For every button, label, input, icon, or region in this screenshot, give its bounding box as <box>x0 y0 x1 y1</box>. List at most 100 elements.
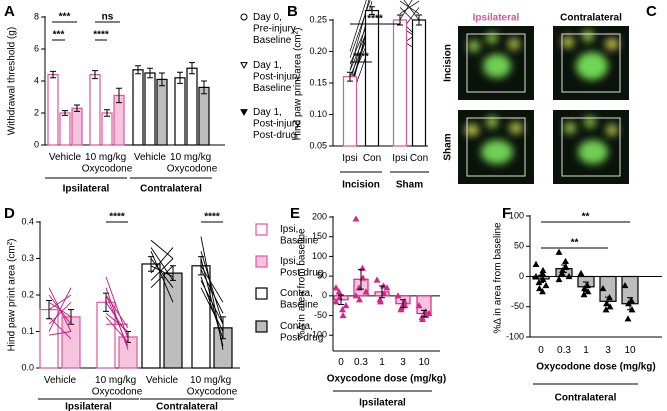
y-axis-label: Hind paw print area (cm²) <box>7 239 18 352</box>
x-tick-label: Ipsi <box>342 153 358 164</box>
error-bar <box>201 80 207 95</box>
group-label: Contralateral <box>555 393 617 404</box>
data-point <box>555 248 563 255</box>
paired-line <box>150 265 174 289</box>
data-point <box>380 290 388 297</box>
column-label: Ipsilateral <box>473 13 520 24</box>
y-tick-label: 0.3 <box>21 253 34 263</box>
data-point <box>558 269 566 277</box>
data-point <box>555 275 563 283</box>
error-bar <box>74 104 80 112</box>
legend-label: Contra, Baseline <box>280 288 319 311</box>
significance-label: ** <box>571 238 579 249</box>
y-tick-label: 4 <box>34 75 39 85</box>
y-tick-label: 0 <box>34 139 39 149</box>
error-bar <box>397 14 403 26</box>
data-point <box>377 298 384 305</box>
group-label: Ipsilateral <box>63 184 110 195</box>
data-point <box>539 275 547 283</box>
paired-line <box>150 247 174 274</box>
significance-label: **** <box>204 212 220 223</box>
legend-label: Ipsi, Post-drug <box>280 256 323 279</box>
paired-line <box>150 258 174 281</box>
data-point <box>602 306 610 313</box>
data-point <box>532 260 540 267</box>
error-bar <box>62 110 68 116</box>
error-bar <box>421 309 427 318</box>
error-bar <box>338 294 344 305</box>
x-tick-label: Ipsi <box>392 153 408 164</box>
data-point <box>606 303 614 310</box>
y-tick-label: 100 <box>312 251 327 261</box>
error-bar <box>147 67 153 79</box>
y-tick-label: -100 <box>506 331 524 341</box>
x-tick-label: Vehicle <box>146 375 179 386</box>
data-point <box>339 305 346 313</box>
paw-image <box>458 110 534 184</box>
panel-letter: B <box>287 3 298 20</box>
error-bar <box>561 264 567 273</box>
significance-label: ns <box>102 12 114 23</box>
legend-marker <box>255 287 268 300</box>
error-bar <box>416 14 422 26</box>
paired-line <box>150 258 174 288</box>
x-tick-label: 3 <box>605 345 611 356</box>
data-point <box>536 284 543 292</box>
x-tick-label: 1 <box>583 345 589 356</box>
data-point <box>362 288 370 295</box>
y-tick-label: -50 <box>314 310 327 320</box>
error-bar <box>369 6 375 15</box>
group-label: Ipsilateral <box>359 398 406 409</box>
x-tick-label: 0 <box>338 357 344 368</box>
y-tick-label: 2 <box>34 107 39 117</box>
error-bar <box>538 274 544 284</box>
group-label: Contralateral <box>156 402 218 411</box>
y-tick-label: 0.05 <box>309 140 327 150</box>
paw-image <box>553 110 629 184</box>
bar <box>156 78 168 146</box>
data-point <box>339 311 347 319</box>
data-point <box>562 257 569 264</box>
data-point <box>624 315 632 322</box>
paired-line <box>105 302 129 336</box>
bar <box>89 73 101 146</box>
legend-marker <box>240 109 248 117</box>
y-tick-label: 50 <box>514 241 524 251</box>
data-point <box>332 298 340 305</box>
paired-line <box>403 0 420 21</box>
x-tick-label: 10 <box>624 345 636 356</box>
group-label: Incision <box>342 180 380 191</box>
x-tick-label: 10 mg/kg Oxycodone <box>92 375 143 398</box>
error-bar <box>379 285 385 299</box>
row-label: Sham <box>443 133 454 160</box>
bar <box>132 69 144 146</box>
significance-label: **** <box>93 30 109 41</box>
legend-marker <box>240 62 248 70</box>
error-bar <box>627 297 633 311</box>
bar <box>198 86 210 146</box>
significance-label: ** <box>582 212 590 223</box>
y-tick-label: 0.20 <box>309 46 327 56</box>
significance-label: *** <box>59 12 71 23</box>
x-axis-label: Oxycodone dose (mg/kg) <box>327 374 446 385</box>
y-tick-label: 0.0 <box>21 362 34 372</box>
x-tick-label: 0 <box>538 345 544 356</box>
paired-line <box>48 301 72 325</box>
paired-line <box>150 239 174 259</box>
legend-marker <box>255 255 268 268</box>
group-label: Ipsilateral <box>65 402 112 411</box>
legend-label: Day 1, Post-injury Baseline <box>253 60 303 94</box>
error-bar <box>177 71 183 84</box>
legend-label: Contra, Post-drug <box>280 321 323 344</box>
legend-label: Ipsi, Baseline <box>280 224 319 247</box>
column-label: Contralateral <box>560 13 622 24</box>
legend-marker <box>255 320 268 333</box>
significance-label: **** <box>367 14 383 25</box>
x-tick-label: 10 mg/kg Oxycodone <box>187 375 238 398</box>
bar <box>174 77 186 146</box>
bar <box>101 112 113 146</box>
x-tick-label: Con <box>363 153 381 164</box>
data-point <box>419 315 426 323</box>
paired-line <box>48 294 72 310</box>
error-bar <box>50 70 56 79</box>
